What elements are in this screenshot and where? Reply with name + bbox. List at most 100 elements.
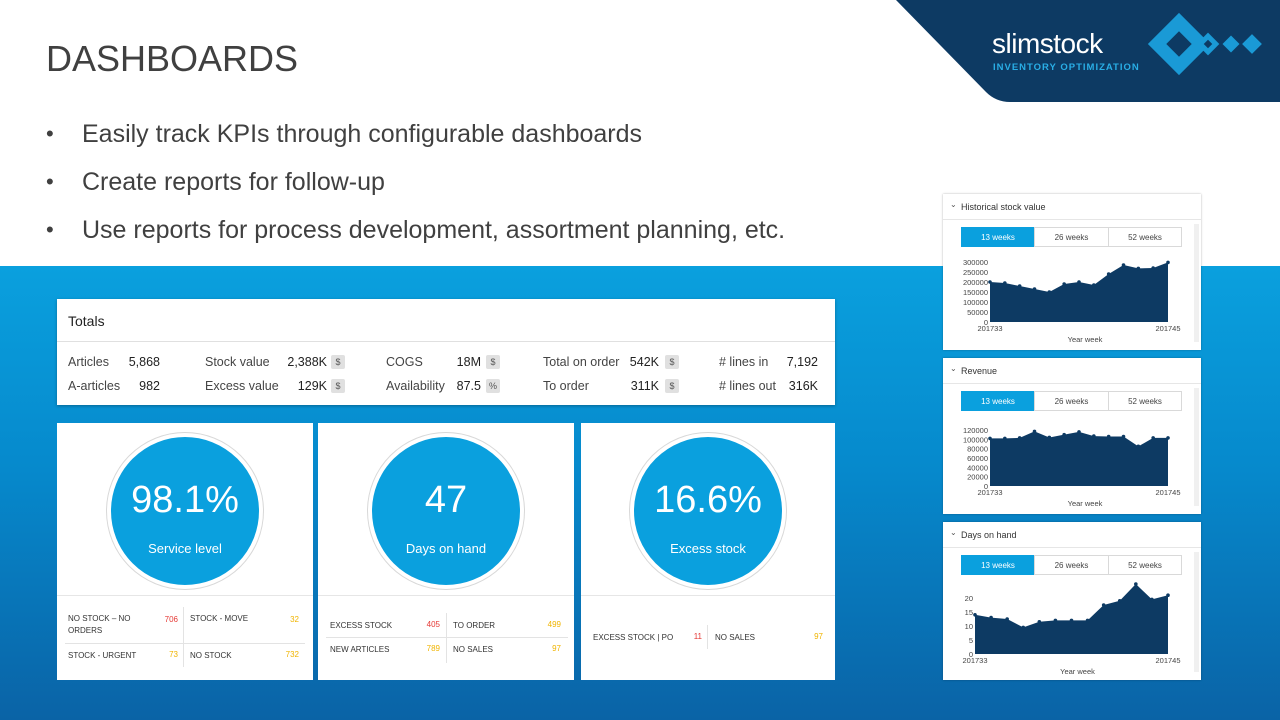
y-tick-label: 10 (965, 622, 973, 631)
bullet-dot-icon: • (46, 217, 54, 242)
stat-label[interactable]: NO STOCK – NO ORDERS (68, 614, 131, 635)
data-point (1150, 597, 1154, 602)
stat-label[interactable]: EXCESS STOCK | PO (593, 633, 674, 642)
stat-value[interactable]: 97 (552, 644, 561, 653)
stat-value[interactable]: 789 (426, 644, 440, 653)
y-tick-label: 60000 (967, 454, 988, 463)
totals-label: COGS (386, 355, 423, 369)
data-point (1121, 434, 1126, 439)
scrollbar[interactable] (1194, 388, 1199, 506)
bullet-list: • Easily track KPIs through configurable … (46, 116, 785, 260)
stat-label[interactable]: NO SALES (715, 633, 756, 642)
divider (581, 595, 835, 596)
stat-value[interactable]: 73 (169, 650, 178, 659)
segment-13-weeks[interactable]: 13 weeks (961, 391, 1035, 411)
data-point (1003, 281, 1007, 285)
stat-value[interactable]: 11 (693, 632, 702, 641)
stat-label[interactable]: STOCK - URGENT (68, 651, 137, 660)
stat-value[interactable]: 97 (814, 632, 823, 641)
data-point (1037, 620, 1042, 624)
kpi-circle: 47 Days on hand (368, 433, 524, 589)
divider (446, 613, 447, 663)
panel-title: Historical stock value (961, 202, 1046, 212)
stat-label[interactable]: NEW ARTICLES (330, 645, 390, 654)
x-tick-label: 201733 (977, 324, 1002, 333)
panel-header[interactable]: ⌄ Historical stock value (943, 194, 1201, 220)
chevron-down-icon[interactable]: ⌄ (950, 528, 957, 537)
segment-26-weeks[interactable]: 26 weeks (1034, 391, 1109, 411)
kpi-card-excess-stock[interactable]: 16.6% Excess stock EXCESS STOCK | PO 11 … (581, 423, 835, 680)
x-axis-title: Year week (1068, 335, 1103, 344)
data-point (1151, 266, 1155, 270)
x-tick-label: 201745 (1155, 656, 1180, 665)
segment-26-weeks[interactable]: 26 weeks (1034, 227, 1109, 247)
data-point (1151, 436, 1155, 440)
totals-panel: Totals Articles 5,868 A-articles 982 Sto… (57, 299, 835, 405)
x-tick-label: 201733 (962, 656, 987, 665)
panel-title: Days on hand (961, 530, 1017, 540)
diamond-logo-icon (1147, 12, 1262, 76)
data-point (1136, 444, 1141, 449)
kpi-value: 16.6% (654, 479, 762, 521)
chart-panel-revenue: ⌄ Revenue 13 weeks 26 weeks 52 weeks 120… (943, 358, 1201, 514)
stat-label[interactable]: NO STOCK (190, 651, 232, 660)
segment-52-weeks[interactable]: 52 weeks (1108, 555, 1182, 575)
stat-value[interactable]: 499 (547, 620, 561, 629)
chevron-down-icon[interactable]: ⌄ (950, 364, 957, 373)
data-point (1085, 618, 1090, 623)
kpi-card-service-level[interactable]: 98.1% Service level NO STOCK – NO ORDERS… (57, 423, 313, 680)
chevron-down-icon[interactable]: ⌄ (950, 200, 957, 209)
totals-label: Total on order (543, 355, 620, 369)
scrollbar[interactable] (1194, 224, 1199, 342)
totals-value: 87.5 (456, 379, 481, 393)
data-point (1117, 599, 1122, 603)
bullet-dot-icon: • (46, 169, 54, 194)
stat-value[interactable]: 32 (290, 615, 299, 624)
data-point (1136, 266, 1141, 271)
totals-label: Availability (386, 379, 445, 393)
kpi-circle: 98.1% Service level (107, 433, 263, 589)
data-point (1069, 618, 1074, 623)
data-point (1032, 287, 1037, 291)
chart-panel-historical-stock-value: ⌄ Historical stock value 13 weeks 26 wee… (943, 194, 1201, 350)
kpi-card-days-on-hand[interactable]: 47 Days on hand EXCESS STOCK 405 TO ORDE… (318, 423, 574, 680)
chart-panel-days-on-hand: ⌄ Days on hand 13 weeks 26 weeks 52 week… (943, 522, 1201, 680)
y-tick-label: 120000 (963, 426, 988, 435)
totals-value: 2,388K (287, 355, 327, 369)
stat-label[interactable]: STOCK - MOVE (190, 614, 249, 623)
data-point (988, 436, 992, 441)
segment-13-weeks[interactable]: 13 weeks (961, 555, 1035, 575)
data-point (1121, 263, 1126, 267)
panel-header[interactable]: ⌄ Days on hand (943, 522, 1201, 548)
totals-value: 982 (139, 379, 160, 393)
segment-52-weeks[interactable]: 52 weeks (1108, 227, 1182, 247)
x-tick-label: 201745 (1155, 488, 1180, 497)
stat-value[interactable]: 405 (426, 620, 440, 629)
data-point (989, 615, 993, 620)
totals-title: Totals (68, 313, 105, 329)
stat-label[interactable]: EXCESS STOCK (330, 621, 393, 630)
y-tick-label: 250000 (963, 268, 988, 277)
totals-label: A-articles (68, 379, 121, 393)
segment-26-weeks[interactable]: 26 weeks (1034, 555, 1109, 575)
totals-label: Stock value (205, 355, 270, 369)
data-point (1017, 436, 1022, 440)
scrollbar[interactable] (1194, 552, 1199, 672)
stat-value[interactable]: 706 (164, 615, 178, 624)
stat-label[interactable]: TO ORDER (453, 621, 496, 630)
segment-13-weeks[interactable]: 13 weeks (961, 227, 1035, 247)
data-point (1166, 260, 1170, 265)
divider (183, 607, 184, 667)
stat-value[interactable]: 732 (285, 650, 299, 659)
stat-label[interactable]: NO SALES (453, 645, 494, 654)
x-axis-title: Year week (1068, 499, 1103, 508)
segment-52-weeks[interactable]: 52 weeks (1108, 391, 1182, 411)
data-point (1003, 436, 1007, 441)
totals-value: 5,868 (128, 355, 160, 369)
area-chart: 3000002500002000001500001000005000002017… (963, 258, 1181, 344)
kpi-value: 98.1% (131, 479, 239, 521)
panel-header[interactable]: ⌄ Revenue (943, 358, 1201, 384)
data-point (1077, 280, 1081, 284)
